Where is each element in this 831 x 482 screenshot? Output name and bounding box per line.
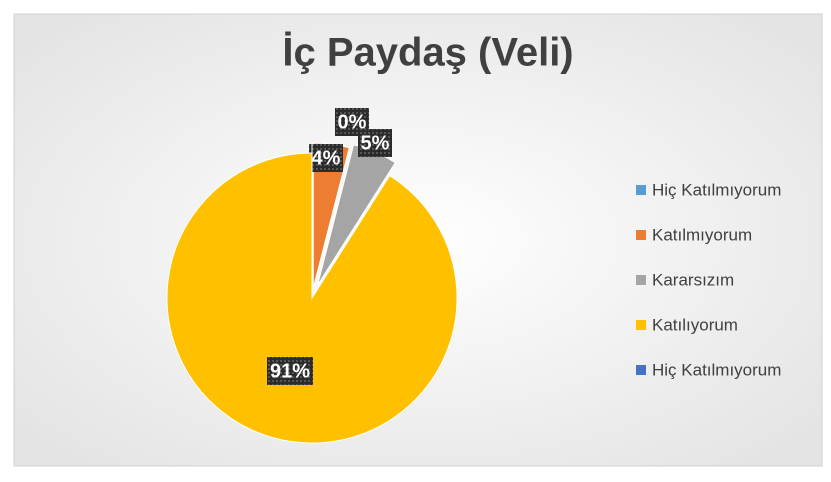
pie-slice (166, 152, 458, 444)
legend-label: Katılıyorum (652, 315, 738, 334)
data-label-box (267, 357, 313, 385)
legend-label: Kararsızım (652, 270, 734, 289)
data-label: 0% (338, 111, 367, 133)
legend-swatch (636, 365, 646, 375)
legend-swatch (636, 320, 646, 330)
legend-label: Katılmıyorum (652, 225, 752, 244)
legend-label: Hiç Katılmıyorum (652, 360, 781, 379)
legend-swatch (636, 185, 646, 195)
data-label: 91% (270, 360, 310, 382)
chart-title: İç Paydaş (Veli) (282, 31, 573, 75)
data-label: 4% (312, 147, 341, 169)
data-label-box (358, 129, 392, 157)
data-label-box (309, 144, 343, 172)
data-label: 5% (361, 132, 390, 154)
legend-swatch (636, 275, 646, 285)
legend-label: Hiç Katılmıyorum (652, 180, 781, 199)
legend-swatch (636, 230, 646, 240)
